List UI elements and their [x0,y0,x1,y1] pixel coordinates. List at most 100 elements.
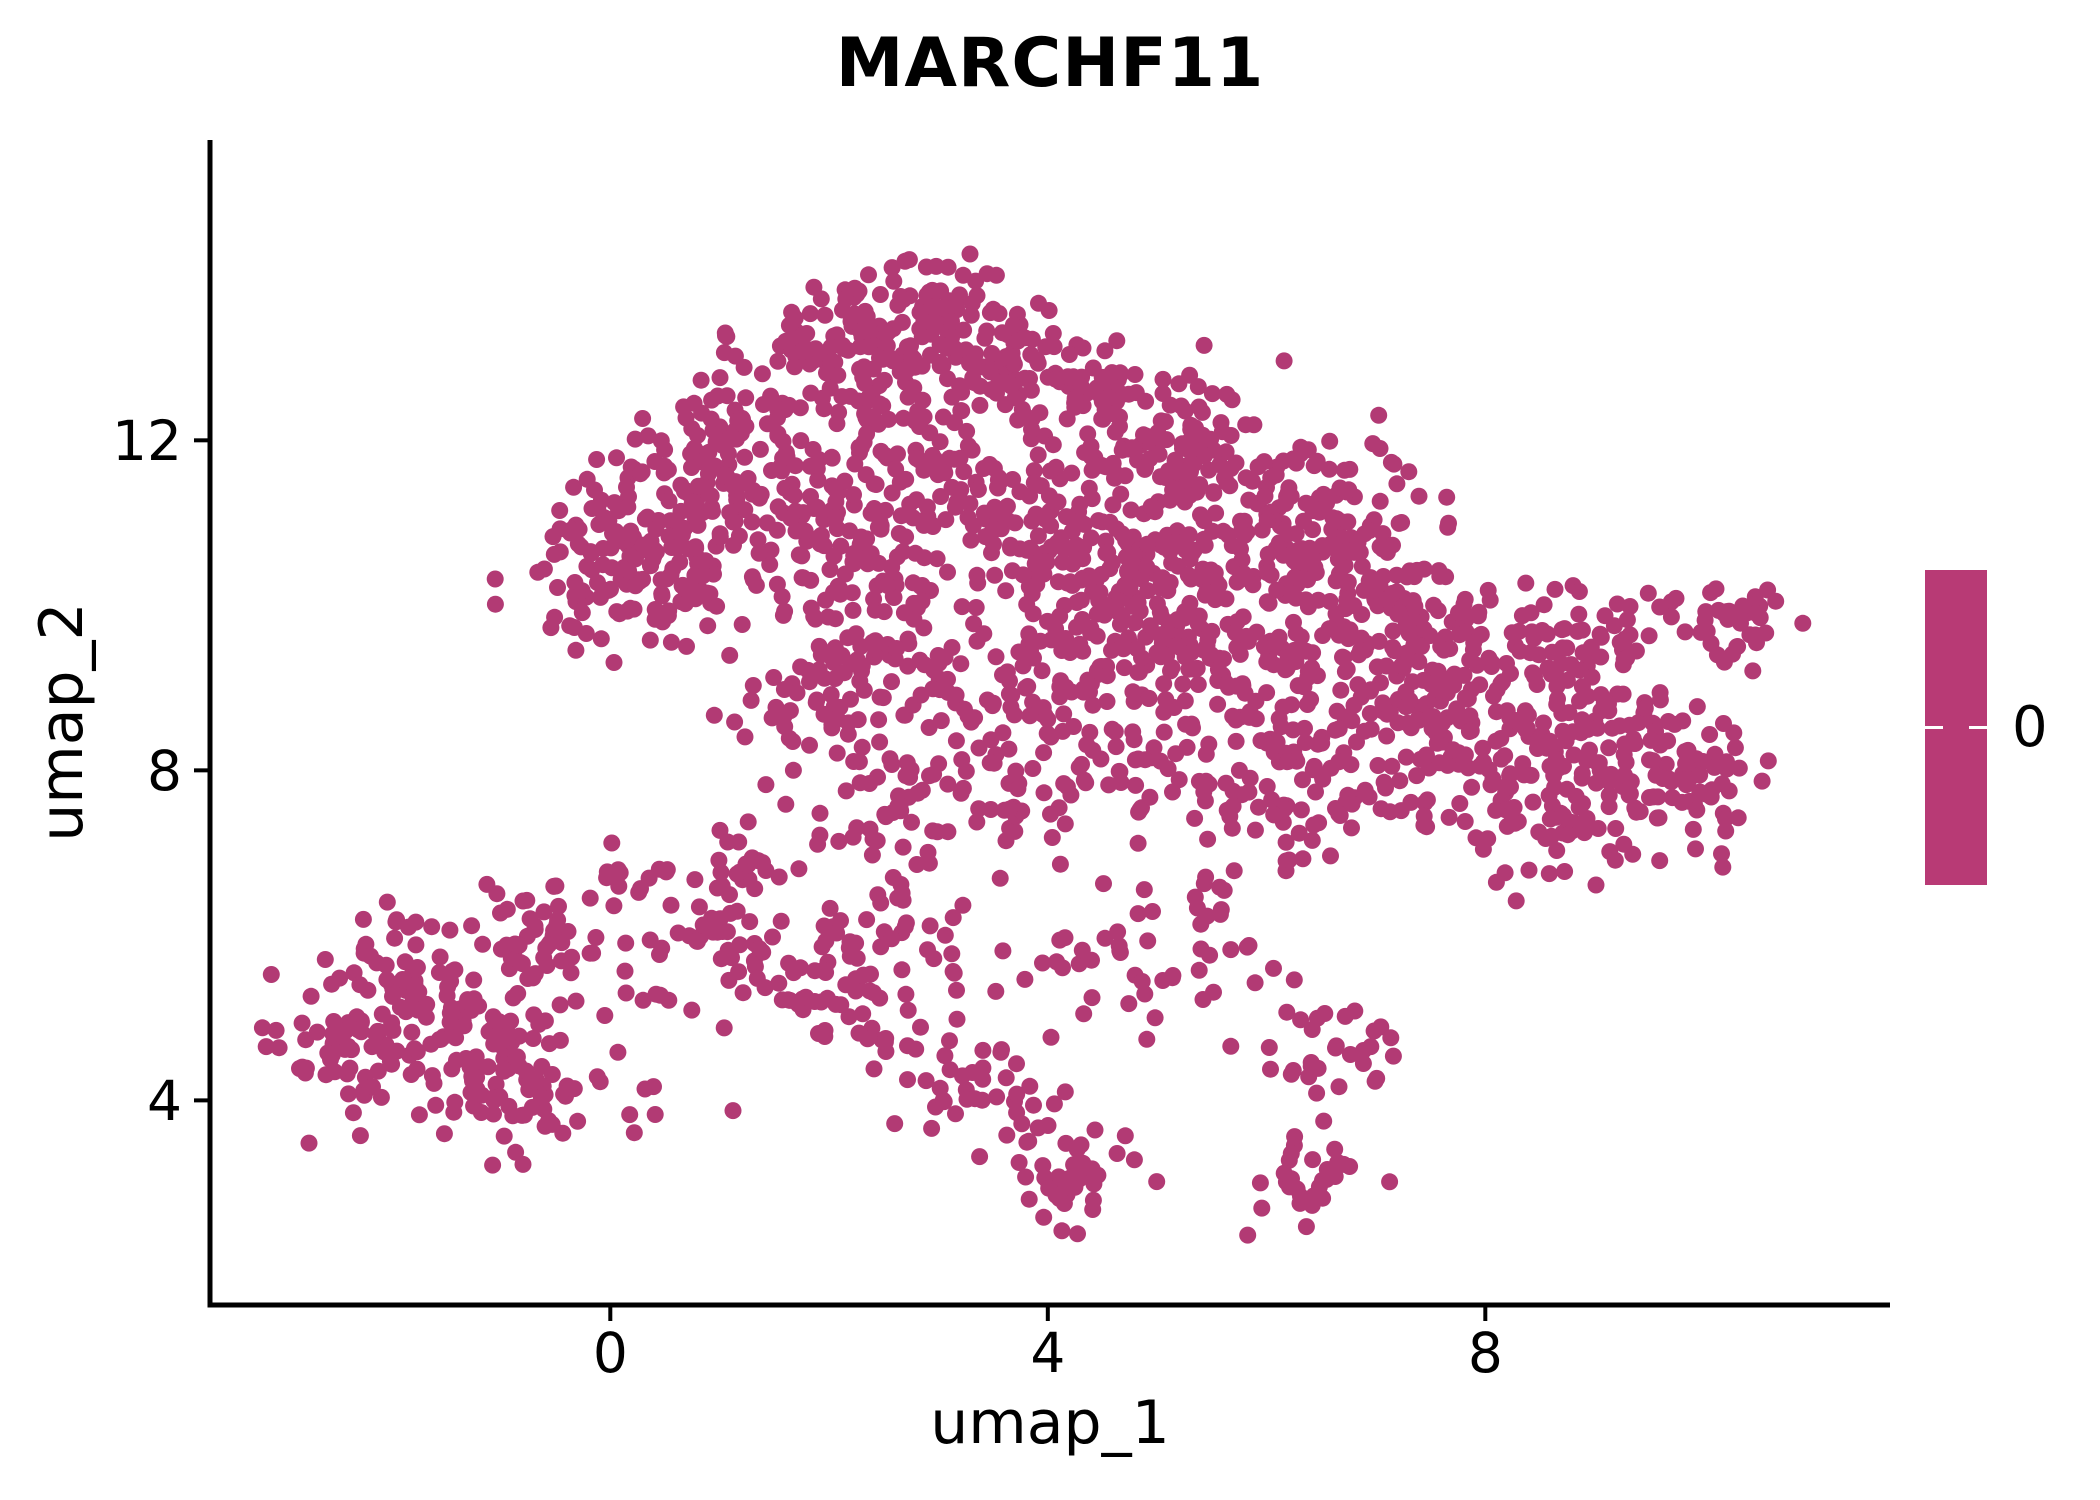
data-point [1494,673,1511,691]
data-point [1073,941,1091,959]
data-point [822,648,840,666]
data-point [1181,432,1199,449]
data-point [1667,589,1685,607]
data-point [430,964,448,981]
data-point [1587,876,1605,894]
data-point [1174,675,1192,693]
data-point [1282,1145,1300,1162]
data-point [1540,865,1558,883]
data-point [987,648,1005,666]
data-point [1360,522,1378,540]
data-point [1345,597,1363,614]
data-point [610,605,628,623]
data-point [630,883,648,901]
data-point [1535,596,1553,614]
data-point [1520,861,1538,879]
data-point [540,936,558,954]
data-point [1570,605,1588,623]
data-point [715,1019,733,1037]
data-point [1794,614,1812,632]
data-point [1007,762,1025,780]
data-point [1546,580,1564,598]
data-point [951,286,968,304]
data-point [1207,504,1225,522]
data-point [871,733,889,751]
data-point [870,711,888,729]
data-point [1280,851,1298,869]
data-point [1517,574,1535,592]
data-point [899,1071,916,1089]
data-point [1029,527,1047,545]
data-point [267,1021,285,1039]
data-point [1233,551,1251,569]
data-point [626,577,644,595]
data-point [1588,754,1606,772]
data-point [1304,1151,1322,1169]
x-axis-title: umap_1 [930,1388,1170,1458]
data-point [853,738,871,756]
data-point [836,472,854,490]
data-point [621,1106,639,1124]
data-point [1570,798,1588,816]
data-point [742,691,760,709]
data-point [611,864,629,882]
data-point [1128,640,1146,658]
data-point [1005,706,1023,724]
data-point [1140,690,1158,707]
data-point [1511,642,1529,660]
data-point [521,910,539,928]
data-point [1320,620,1338,638]
data-point [1729,809,1747,827]
data-point [1463,778,1481,796]
data-point [1108,1145,1126,1162]
data-point [1369,757,1387,774]
data-point [1088,627,1106,645]
data-point [1265,806,1283,824]
data-point [386,929,404,947]
data-point [1496,747,1514,765]
data-point [786,457,804,475]
data-point [945,964,963,982]
data-point [1097,544,1115,562]
data-point [1278,660,1296,678]
data-point [1302,1054,1320,1071]
data-point [1008,1055,1025,1073]
data-point [1263,791,1281,809]
x-tick-label: 8 [1468,1321,1503,1385]
data-point [1096,929,1114,947]
data-point [1042,728,1060,746]
data-point [257,1038,275,1056]
data-point [768,575,786,593]
data-point [921,767,938,785]
data-point [1212,901,1230,919]
data-point [916,656,934,674]
data-point [1217,774,1235,792]
data-point [1051,688,1069,706]
data-point [1220,526,1237,544]
data-point [1480,649,1498,667]
data-point [340,1085,357,1103]
data-point [854,966,872,984]
data-point [441,921,459,939]
data-point [883,756,901,773]
data-point [1116,576,1134,594]
data-point [1096,369,1114,387]
data-point [1654,770,1672,787]
data-point [1702,635,1720,652]
data-point [962,531,980,549]
data-point [296,1064,314,1082]
data-point [668,539,686,557]
data-point [1255,453,1273,471]
data-point [1101,560,1119,578]
data-point [1241,708,1258,726]
data-point [488,885,506,903]
data-point [1044,325,1062,342]
data-point [936,1047,954,1065]
data-point [418,995,436,1013]
data-point [1397,615,1415,633]
data-point [1304,761,1322,779]
data-point [823,449,841,467]
data-point [563,948,581,966]
data-point [721,646,739,664]
data-point [1702,584,1720,602]
